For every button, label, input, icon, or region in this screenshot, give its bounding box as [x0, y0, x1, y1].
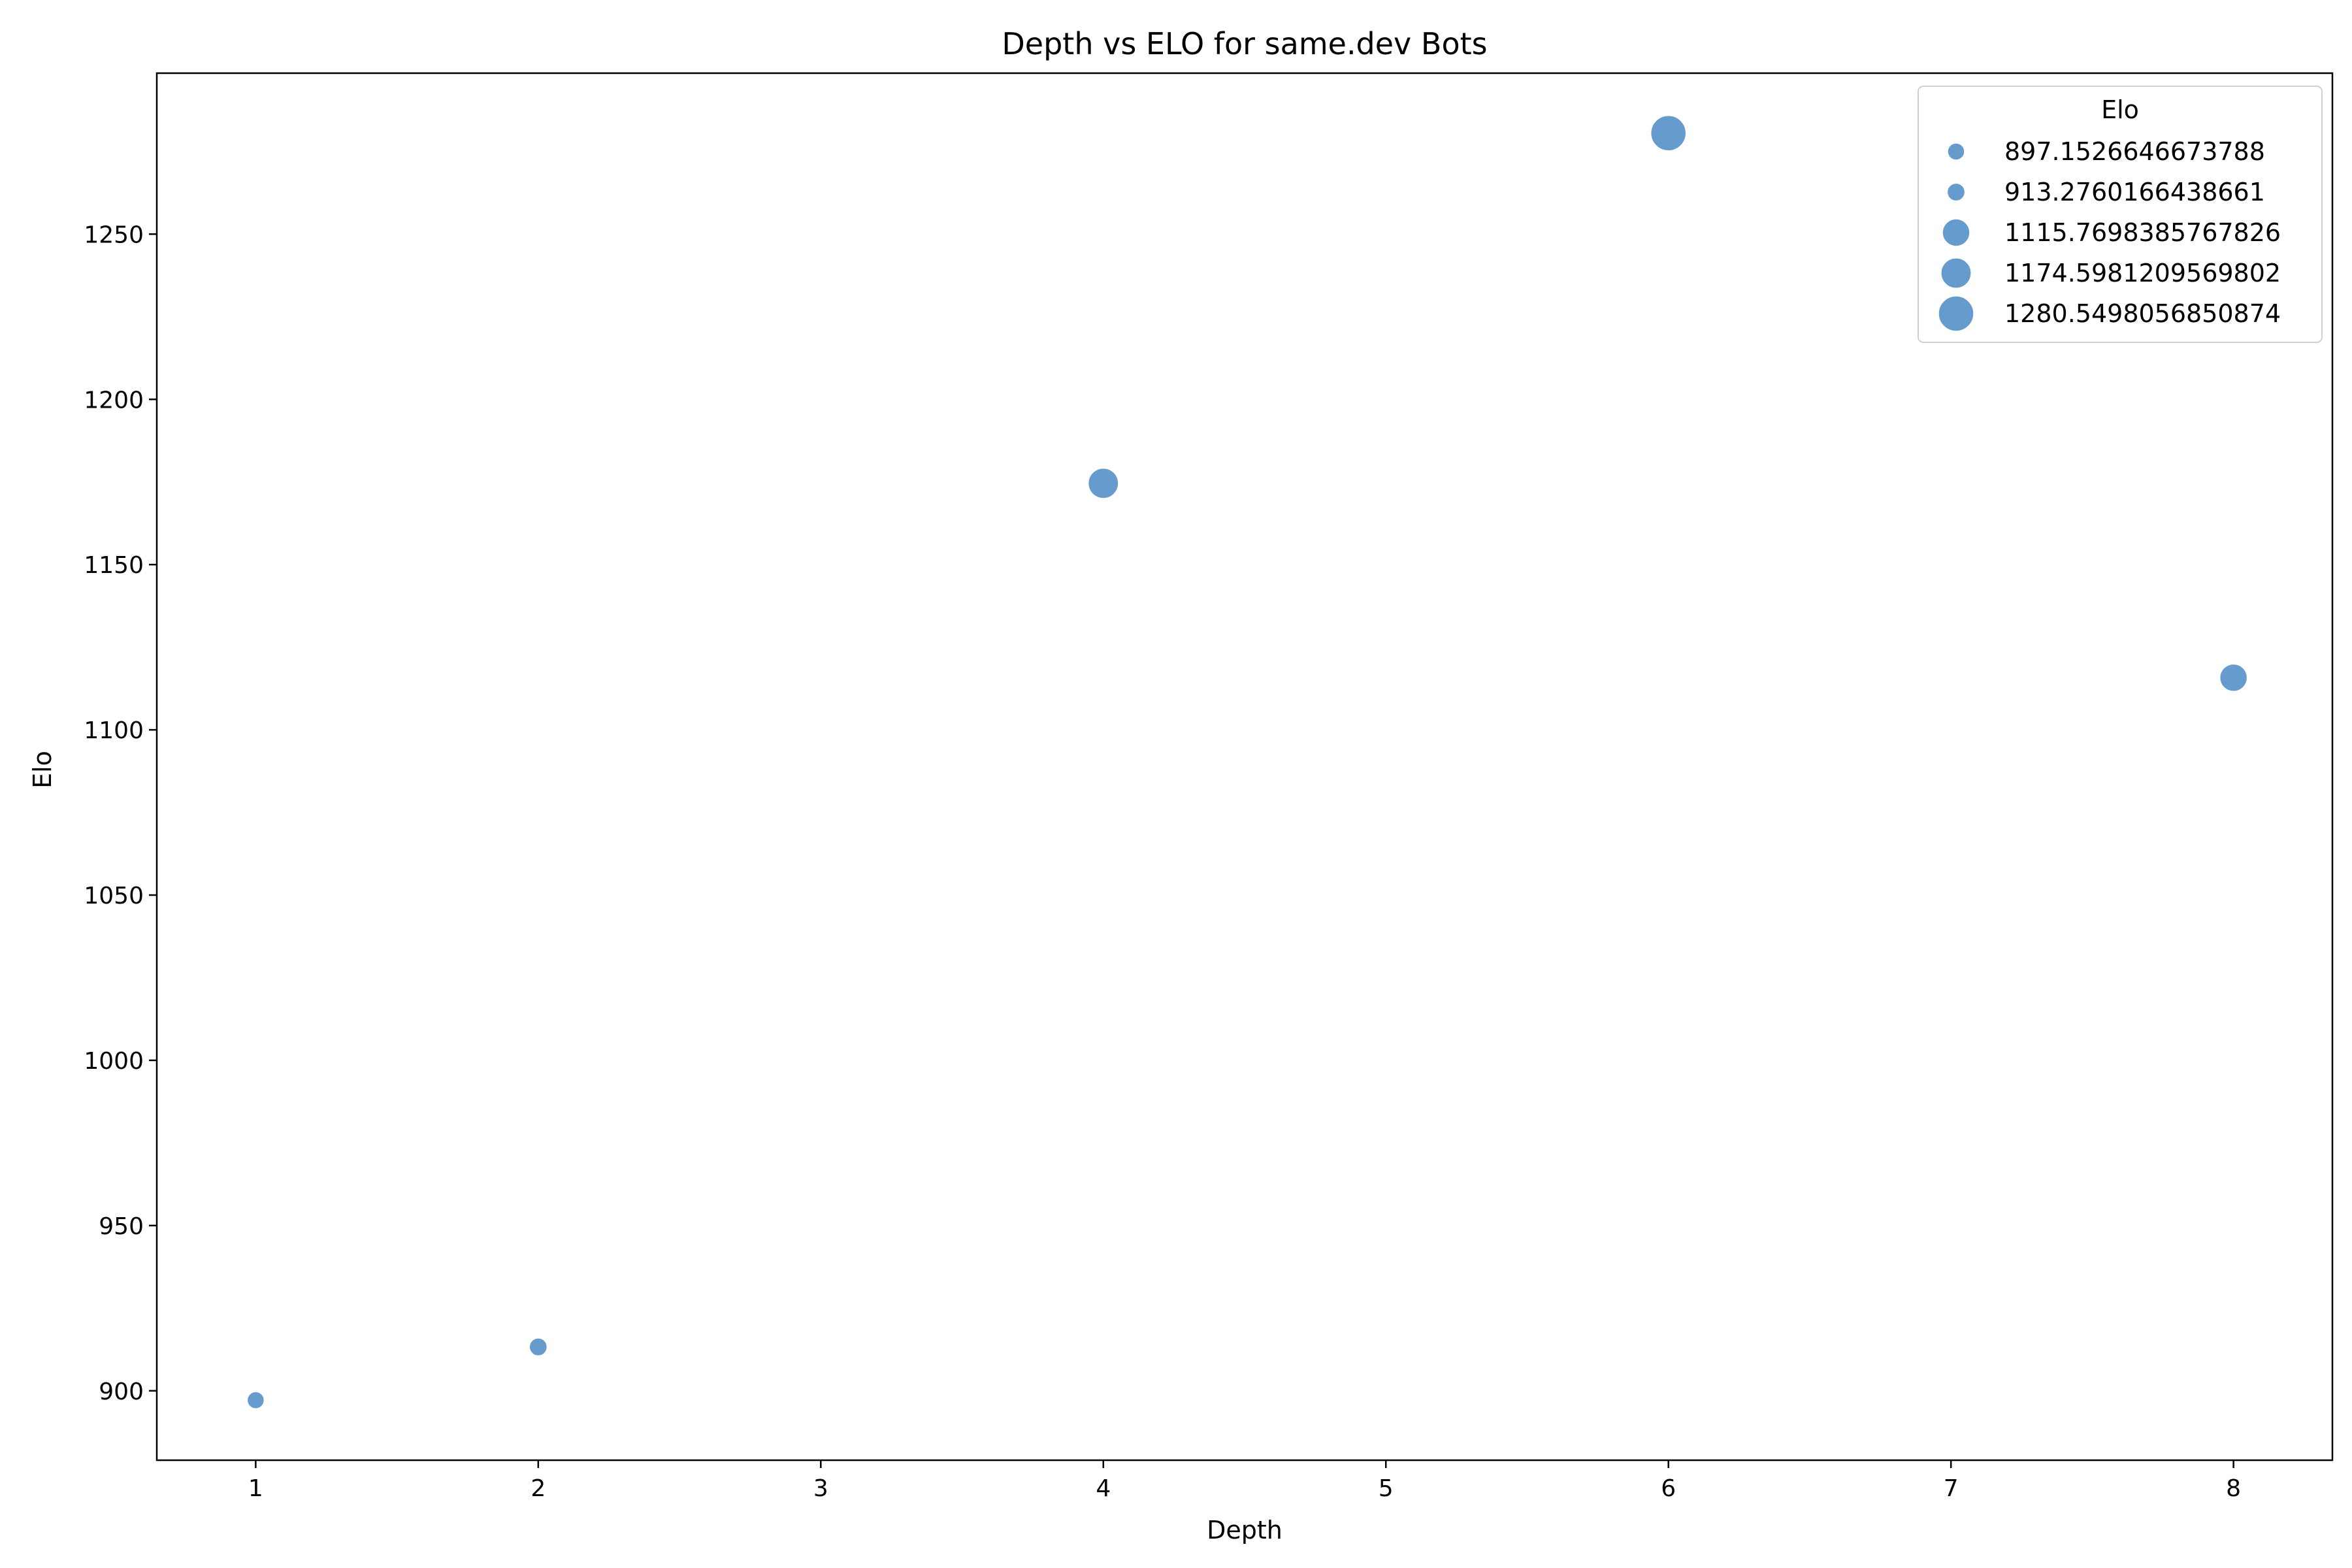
legend-marker	[1940, 257, 1972, 289]
legend-marker	[1938, 295, 1974, 332]
y-axis: 900 950 1000 1050 1100 1150 1200 1250	[84, 221, 157, 1405]
x-tick-label: 4	[1096, 1475, 1111, 1502]
legend-entry-label: 897.1526646673788	[2004, 137, 2265, 166]
legend-title: Elo	[2101, 95, 2139, 124]
legend: Elo 897.1526646673788 913.2760166438661 11…	[1918, 86, 2323, 343]
plot-area	[155, 72, 2334, 1462]
data-point	[529, 1337, 548, 1356]
x-tick-label: 3	[813, 1475, 828, 1502]
y-axis-label: Elo	[28, 751, 57, 789]
legend-entry-label: 1174.5981209569802	[2004, 259, 2281, 287]
legend-entries: 897.1526646673788 913.2760166438661 1115.7…	[1938, 137, 2281, 332]
legend-entry-label: 1115.7698385767826	[2004, 218, 2281, 247]
data-point	[246, 1391, 265, 1409]
y-tick-label: 950	[99, 1213, 144, 1240]
chart-title: Depth vs ELO for same.dev Bots	[1002, 26, 1487, 61]
x-axis-label: Depth	[1207, 1516, 1282, 1544]
data-point	[1650, 115, 1687, 152]
y-tick-label: 1000	[84, 1048, 144, 1075]
data-point	[1087, 467, 1119, 499]
legend-entry-label: 913.2760166438661	[2004, 178, 2265, 206]
y-tick-label: 1150	[84, 552, 144, 579]
legend-marker	[1942, 218, 1970, 247]
y-tick-label: 1100	[84, 717, 144, 744]
x-tick-label: 1	[248, 1475, 263, 1502]
x-tick-label: 2	[531, 1475, 546, 1502]
x-axis: 1 2 3 4 5 6 7 8	[248, 1460, 2241, 1502]
x-tick-label: 7	[1944, 1475, 1959, 1502]
legend-box	[1918, 86, 2323, 343]
legend-marker	[1947, 142, 1965, 161]
y-tick-label: 1050	[84, 883, 144, 909]
x-tick-label: 5	[1379, 1475, 1394, 1502]
x-tick-label: 8	[2226, 1475, 2241, 1502]
y-tick-label: 1200	[84, 387, 144, 414]
data-point	[2219, 663, 2248, 693]
data-points	[246, 115, 2248, 1409]
x-tick-label: 6	[1661, 1475, 1676, 1502]
y-tick-label: 1250	[84, 221, 144, 248]
legend-marker	[1946, 182, 1966, 202]
legend-entry-label: 1280.5498056850874	[2004, 299, 2281, 328]
y-tick-label: 900	[99, 1379, 144, 1405]
